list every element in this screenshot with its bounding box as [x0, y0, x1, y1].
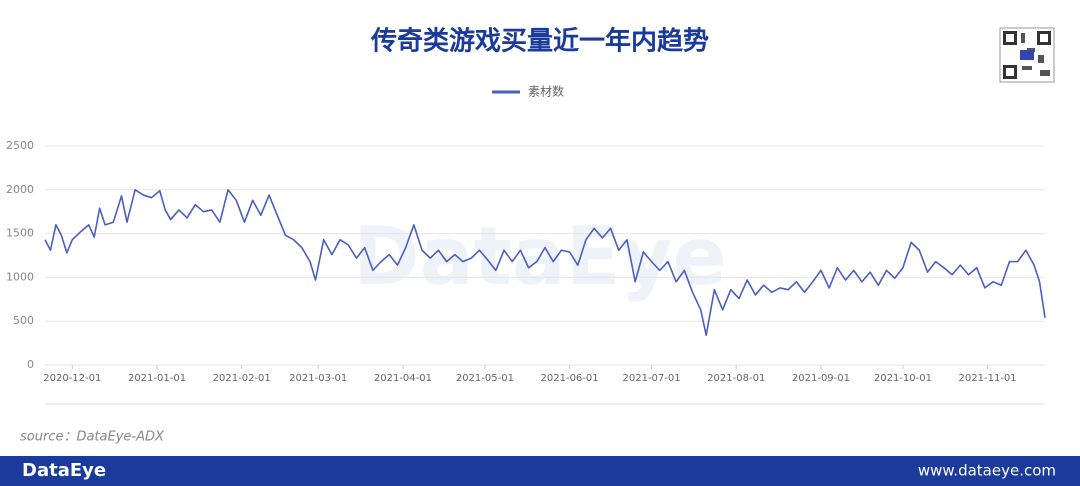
y-tick-label: 1000: [6, 270, 34, 283]
footer-brand: DataEye: [22, 460, 106, 481]
y-tick-label: 0: [27, 358, 34, 371]
y-tick-label: 2000: [6, 183, 34, 196]
x-tick-label: 2021-05-01: [456, 373, 514, 384]
y-tick-label: 500: [13, 314, 34, 327]
chart-title: 传奇类游戏买量近一年内趋势: [370, 26, 709, 57]
x-tick-label: 2021-03-01: [289, 373, 347, 384]
x-tick-label: 2021-04-01: [374, 373, 432, 384]
x-tick-label: 2021-06-01: [541, 373, 599, 384]
footer-band: [0, 456, 1080, 486]
series-line: [44, 189, 1046, 337]
footer-url: www.dataeye.com: [918, 462, 1056, 480]
x-tick-label: 2021-09-01: [792, 373, 850, 384]
qr-code: [999, 27, 1055, 83]
y-tick-label: 2500: [6, 139, 34, 152]
x-tick-label: 2021-07-01: [622, 373, 680, 384]
legend-label: 素材数: [528, 84, 564, 99]
x-tick-label: 2021-02-01: [213, 373, 271, 384]
source: source：DataEye-ADX: [20, 430, 165, 445]
x-tick-label: 2021-01-01: [128, 373, 186, 384]
x-tick-label: 2021-10-01: [874, 373, 932, 384]
x-tick-label: 2020-12-01: [43, 373, 101, 384]
x-tick-label: 2021-11-01: [959, 373, 1017, 384]
y-tick-label: 1500: [6, 227, 34, 240]
x-tick-label: 2021-08-01: [707, 373, 765, 384]
